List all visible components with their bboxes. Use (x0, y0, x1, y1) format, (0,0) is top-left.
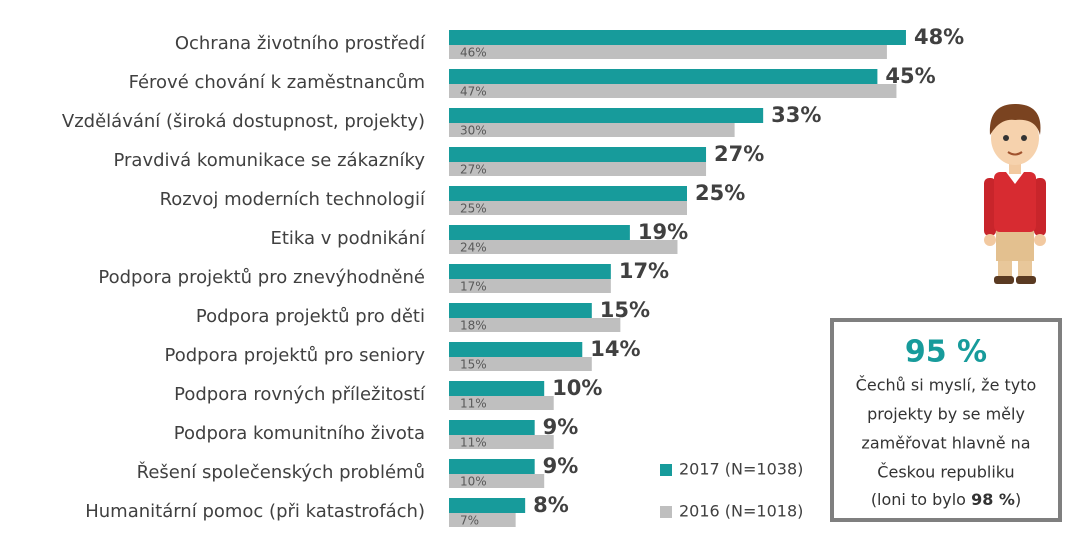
bar (449, 303, 592, 318)
value-label: 24% (460, 241, 487, 255)
bar (449, 45, 887, 59)
bar (449, 381, 544, 396)
callout-line: Českou republiku (877, 463, 1014, 482)
value-label: 9% (543, 454, 579, 478)
bar (449, 162, 706, 176)
bar (449, 420, 535, 435)
category-label: Humanitární pomoc (při katastrofách) (85, 501, 425, 522)
bar (449, 30, 906, 45)
value-label: 47% (460, 85, 487, 99)
bar (449, 342, 582, 357)
value-label: 48% (914, 25, 964, 49)
category-label: Podpora komunitního života (174, 423, 425, 444)
legend-label: 2017 (N=1038) (679, 460, 803, 479)
category-label: Vzdělávání (široká dostupnost, projekty) (62, 111, 425, 132)
bar (449, 225, 630, 240)
value-label: 11% (460, 397, 487, 411)
callout-line: Čechů si myslí, že tyto (856, 376, 1037, 395)
callout-headline: 95 % (905, 335, 987, 370)
bar (449, 186, 687, 201)
value-label: 17% (619, 259, 669, 283)
value-label: 27% (460, 163, 487, 177)
value-label: 10% (552, 376, 602, 400)
callout-line: zaměřovat hlavně na (861, 434, 1030, 453)
category-label: Podpora projektů pro seniory (165, 345, 426, 366)
category-label: Podpora projektů pro znevýhodněné (98, 267, 425, 288)
bar (449, 147, 706, 162)
category-label: Férové chování k zaměstnancům (129, 72, 425, 93)
value-label: 25% (695, 181, 745, 205)
legend-swatch (660, 464, 672, 476)
category-label: Ochrana životního prostředí (175, 33, 426, 54)
callout-line: projekty by se měly (867, 405, 1025, 424)
value-label: 33% (771, 103, 821, 127)
value-label: 7% (460, 514, 479, 528)
bar (449, 459, 535, 474)
callout-note: (loni to bylo 98 %) (871, 490, 1021, 509)
category-label: Etika v podnikání (271, 228, 426, 249)
value-label: 18% (460, 319, 487, 333)
bar (449, 498, 525, 513)
category-label: Podpora rovných příležitostí (174, 384, 426, 405)
category-label: Podpora projektů pro děti (196, 306, 425, 327)
value-label: 27% (714, 142, 764, 166)
note-text: ) (1015, 490, 1021, 509)
bar (449, 69, 877, 84)
legend-swatch (660, 506, 672, 518)
value-label: 30% (460, 124, 487, 138)
category-label: Pravdivá komunikace se zákazníky (113, 150, 425, 171)
bar (449, 123, 735, 137)
bar (449, 513, 516, 527)
bar (449, 84, 896, 98)
legend-label: 2016 (N=1018) (679, 502, 803, 521)
value-label: 15% (460, 358, 487, 372)
value-label: 11% (460, 436, 487, 450)
category-label: Řešení společenských problémů (137, 461, 425, 483)
value-label: 46% (460, 46, 487, 60)
value-label: 25% (460, 202, 487, 216)
note-text: (loni to bylo (871, 490, 971, 509)
note-value: 98 % (971, 490, 1015, 509)
value-label: 14% (590, 337, 640, 361)
chart: 95 % Čechů si myslí, že tyto projekty by … (0, 0, 1073, 539)
value-label: 8% (533, 493, 569, 517)
bar (449, 264, 611, 279)
bar (449, 108, 763, 123)
person-icon (984, 104, 1046, 284)
value-label: 17% (460, 280, 487, 294)
value-label: 10% (460, 475, 487, 489)
category-label: Rozvoj moderních technologií (160, 189, 426, 210)
